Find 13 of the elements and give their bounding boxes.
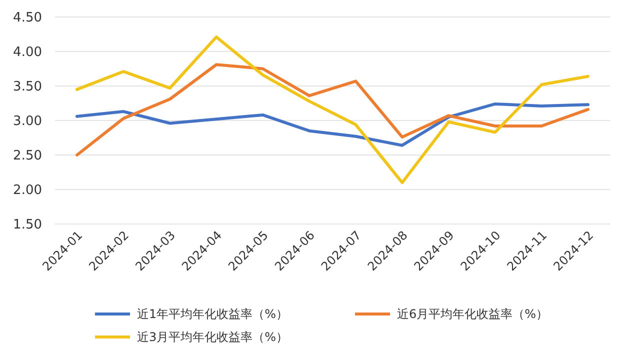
y-tick-label: 2.50 xyxy=(13,148,42,164)
line-series xyxy=(76,36,590,184)
legend-label: 近3月平均年化收益率（%） xyxy=(137,330,288,344)
y-tick-label: 1.50 xyxy=(13,218,42,233)
line-series xyxy=(76,102,590,147)
legend-label: 近6月平均年化收益率（%） xyxy=(397,307,548,321)
y-tick-label: 4.50 xyxy=(13,10,42,26)
y-tick-label: 4.00 xyxy=(13,45,42,60)
legend-label: 近1年平均年化收益率（%） xyxy=(137,307,288,321)
y-tick-label: 3.50 xyxy=(13,80,42,95)
y-tick-label: 2.00 xyxy=(13,183,42,198)
line-series xyxy=(76,63,590,156)
y-tick-label: 3.00 xyxy=(13,114,42,130)
